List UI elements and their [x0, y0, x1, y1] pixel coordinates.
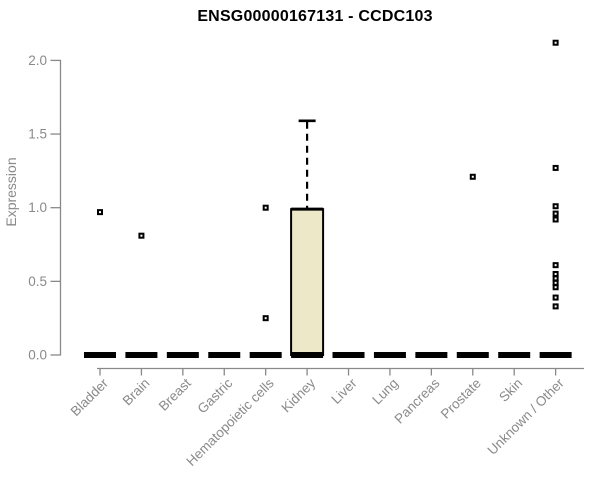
- median-bar: [456, 352, 489, 358]
- x-category-label: Pancreas: [392, 375, 443, 426]
- outlier-point-hole: [554, 286, 557, 289]
- outlier-point-hole: [99, 211, 101, 214]
- x-category-label: Lung: [369, 376, 401, 408]
- median-bar: [208, 352, 241, 358]
- outlier-point-hole: [554, 272, 557, 275]
- outlier-point-hole: [554, 305, 557, 308]
- outlier-point-hole: [554, 218, 557, 221]
- median-bar: [125, 352, 158, 358]
- median-bar: [332, 352, 365, 358]
- x-category-label: Gastric: [195, 375, 236, 416]
- outlier-point-hole: [554, 281, 557, 284]
- x-category-label: Unknown / Other: [485, 375, 568, 458]
- median-bar: [166, 352, 199, 358]
- outlier-point-hole: [554, 205, 557, 208]
- median-bar: [84, 352, 116, 358]
- median-bar: [498, 352, 531, 358]
- outlier-point-hole: [264, 317, 267, 320]
- x-category-label: Breast: [156, 375, 194, 413]
- y-tick-label: 0.0: [28, 348, 47, 363]
- median-bar: [373, 352, 406, 358]
- x-category-label: Liver: [328, 375, 360, 407]
- outlier-point-hole: [554, 296, 557, 299]
- y-tick-label: 1.5: [28, 127, 47, 142]
- y-tick-label: 0.5: [28, 274, 47, 289]
- outlier-point-hole: [264, 206, 267, 209]
- outlier-point-hole: [554, 41, 557, 44]
- box-iqr: [290, 208, 325, 356]
- median-bar: [539, 352, 572, 358]
- x-category-label: Prostate: [438, 376, 484, 422]
- x-category-label: Brain: [120, 376, 153, 409]
- y-tick-label: 1.0: [28, 200, 47, 215]
- median-bar: [249, 352, 282, 358]
- chart-title: ENSG00000167131 - CCDC103: [197, 8, 433, 25]
- median-bar: [415, 352, 448, 358]
- outlier-point-hole: [554, 166, 557, 169]
- y-tick-label: 2.0: [28, 53, 47, 68]
- outlier-point-hole: [554, 277, 557, 280]
- x-category-label: Skin: [496, 376, 525, 405]
- x-category-label: Kidney: [278, 375, 318, 415]
- outlier-point-hole: [554, 264, 557, 267]
- outlier-point-hole: [471, 175, 474, 178]
- x-category-label: Bladder: [68, 375, 112, 419]
- outlier-point-hole: [140, 234, 143, 237]
- outlier-point-hole: [554, 212, 557, 215]
- median-bar: [291, 352, 324, 358]
